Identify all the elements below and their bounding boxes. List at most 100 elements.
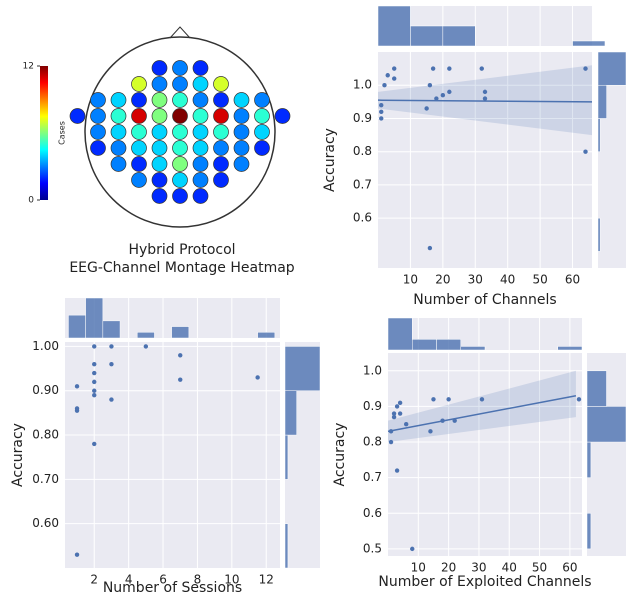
hist-bar <box>586 441 592 478</box>
hist-bar <box>597 84 607 119</box>
colorbar-tick-label: 12 <box>23 62 34 72</box>
electrode <box>192 108 209 124</box>
colorbar-label: Cases <box>58 121 67 145</box>
point <box>446 397 451 402</box>
y-tick-label: 1.0 <box>353 78 372 92</box>
point <box>382 83 387 88</box>
electrode <box>192 124 209 140</box>
x-tick-label: 60 <box>562 561 577 575</box>
hist-bar <box>460 346 486 351</box>
electrode <box>90 140 106 156</box>
electrode <box>254 124 270 140</box>
electrode <box>192 188 209 204</box>
electrode <box>192 172 209 188</box>
x-tick-label: 10 <box>411 561 426 575</box>
x-tick-label: 20 <box>435 273 450 287</box>
point <box>385 73 390 78</box>
point <box>92 441 97 447</box>
hist-bar <box>257 332 276 339</box>
chart-subtitle: EEG-Channel Montage Heatmap <box>69 260 294 276</box>
y-tick-label: 0.8 <box>363 435 382 449</box>
electrode <box>151 188 168 204</box>
electrode <box>172 92 188 108</box>
point <box>74 408 80 413</box>
point <box>447 89 452 95</box>
hist-bar <box>284 346 321 391</box>
head <box>84 36 276 228</box>
point <box>109 397 114 402</box>
electrode <box>69 108 86 124</box>
point <box>109 361 114 367</box>
point <box>92 379 97 385</box>
point <box>391 411 397 416</box>
point <box>583 149 588 154</box>
y-tick-label: 0.6 <box>363 506 382 520</box>
point <box>427 245 433 251</box>
electrode <box>131 172 147 188</box>
hist-bar <box>586 513 592 550</box>
electrode <box>110 108 127 124</box>
point <box>109 344 114 349</box>
hist-bar <box>284 523 289 569</box>
hist-bar <box>597 118 601 152</box>
electrode <box>213 124 229 140</box>
electrode <box>151 92 168 108</box>
point <box>92 361 97 367</box>
electrode <box>131 124 147 140</box>
electrode <box>254 108 270 124</box>
y-tick-label: 0.9 <box>353 111 372 125</box>
x-tick-label: 40 <box>502 561 517 575</box>
point <box>178 377 183 382</box>
colorbar <box>40 66 48 200</box>
y-tick-label: 0.60 <box>32 516 59 530</box>
point <box>92 344 97 349</box>
x-tick-label: 60 <box>565 273 580 287</box>
y-axis-label: Accuracy <box>10 423 26 487</box>
point <box>392 66 397 71</box>
electrode <box>172 156 188 172</box>
electrode <box>131 156 147 172</box>
point <box>576 397 582 402</box>
point <box>392 76 397 81</box>
electrode <box>233 108 250 124</box>
electrode <box>213 108 229 124</box>
electrode <box>233 124 250 140</box>
electrode <box>192 76 209 92</box>
electrode <box>131 76 147 92</box>
hist-bar <box>586 370 607 407</box>
point <box>394 404 400 409</box>
y-tick-label: 0.70 <box>32 472 59 486</box>
point <box>440 93 446 98</box>
hist-bar <box>171 326 190 339</box>
electrode <box>110 124 127 140</box>
colorbar-tick-label: 0 <box>28 196 34 206</box>
point <box>410 546 415 552</box>
x-tick-label: 8 <box>194 573 202 587</box>
x-tick-label: 50 <box>532 561 547 575</box>
electrode <box>172 188 188 204</box>
electrode <box>110 156 127 172</box>
electrode <box>254 92 270 108</box>
point <box>424 106 429 111</box>
hist-bar <box>377 5 411 47</box>
electrode <box>131 92 147 108</box>
electrode <box>110 140 127 156</box>
hist-bar <box>85 297 104 339</box>
hist-bar <box>436 339 461 351</box>
y-tick-label: 0.9 <box>363 399 382 413</box>
hist-bar <box>284 434 289 480</box>
hist-bar <box>557 346 583 351</box>
chart-title: Hybrid Protocol <box>128 242 235 258</box>
hist-bar <box>442 25 476 47</box>
x-tick-label: 20 <box>441 561 456 575</box>
electrode <box>131 108 147 124</box>
point <box>143 344 149 349</box>
electrode <box>151 140 168 156</box>
electrode <box>192 60 209 76</box>
electrode <box>233 140 250 156</box>
x-axis-label: Number of Sessions <box>103 580 242 596</box>
hist-bar <box>284 390 297 436</box>
point <box>92 370 97 376</box>
electrode <box>172 108 188 124</box>
